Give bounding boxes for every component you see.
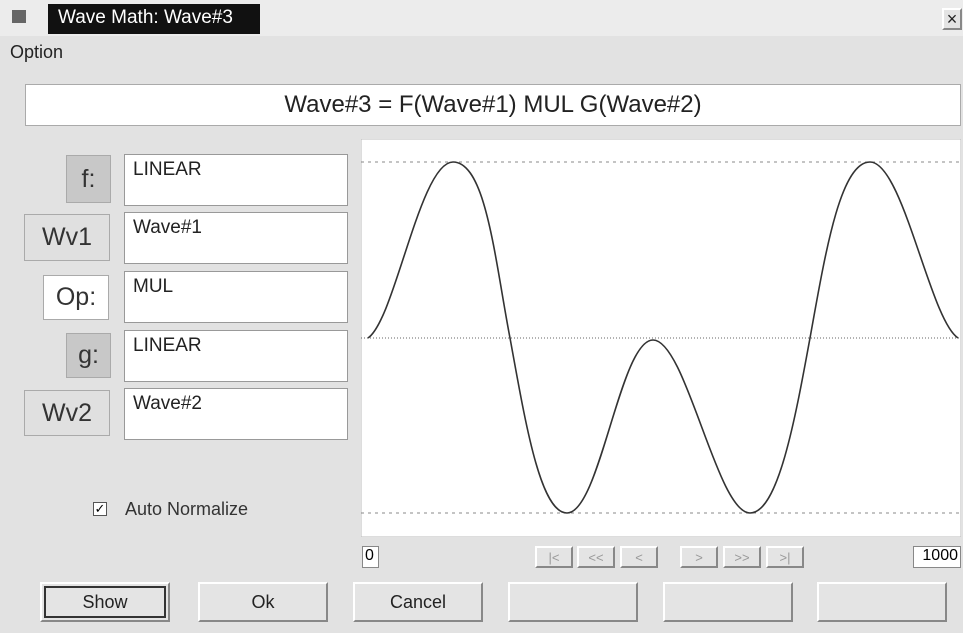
waveform <box>367 161 959 514</box>
formula: Wave#3 = F(Wave#1) MUL G(Wave#2) <box>25 84 961 126</box>
button[interactable] <box>508 582 638 622</box>
plot <box>361 139 961 537</box>
field-value[interactable]: Wave#1 <box>124 212 348 264</box>
field-value[interactable]: MUL <box>124 271 348 323</box>
menu-item[interactable]: Option <box>10 42 64 62</box>
field-label[interactable]: f: <box>66 155 111 203</box>
field-value[interactable]: LINEAR <box>124 154 348 206</box>
checkbox-label[interactable]: Auto Normalize <box>125 499 249 519</box>
field-value[interactable]: Wave#2 <box>124 388 348 440</box>
close-button[interactable]: × <box>942 8 962 30</box>
window-title: Wave Math: Wave#3 <box>48 4 260 34</box>
nav-button[interactable]: >> <box>723 546 761 568</box>
nav-button[interactable]: >| <box>766 546 804 568</box>
button[interactable]: Cancel <box>353 582 483 622</box>
button[interactable] <box>817 582 947 622</box>
field-label[interactable]: Op: <box>43 275 109 320</box>
nav-button[interactable]: < <box>620 546 658 568</box>
nav-button[interactable]: |< <box>535 546 573 568</box>
field-label[interactable]: Wv1 <box>24 214 110 261</box>
nav-button[interactable]: > <box>680 546 718 568</box>
checkbox[interactable]: ✓ <box>93 501 107 516</box>
button[interactable] <box>663 582 793 622</box>
button[interactable]: Show <box>40 582 170 622</box>
range-end: 1000 <box>913 546 961 568</box>
window-icon <box>12 10 26 23</box>
field-label[interactable]: g: <box>66 333 111 378</box>
field-label[interactable]: Wv2 <box>24 390 110 436</box>
title-bar: Wave Math: Wave#3 × <box>0 0 963 36</box>
button[interactable]: Ok <box>198 582 328 622</box>
nav-button[interactable]: << <box>577 546 615 568</box>
field-value[interactable]: LINEAR <box>124 330 348 382</box>
range-start: 0 <box>362 546 379 568</box>
